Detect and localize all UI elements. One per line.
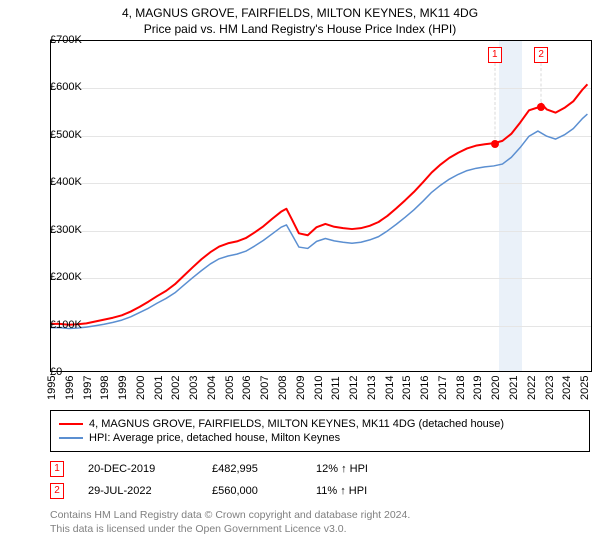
x-axis-tick-label: 2010	[313, 376, 325, 400]
y-axis-tick-label: £500K	[50, 129, 56, 141]
x-axis-tick-label: 2013	[366, 376, 378, 400]
x-axis-tick-label: 2020	[490, 376, 502, 400]
x-axis-tick-label: 1999	[117, 376, 129, 400]
x-axis-tick-label: 1995	[46, 376, 58, 400]
legend-swatch-icon	[59, 437, 83, 439]
chart-plot: 12	[50, 40, 592, 372]
chart-title-block: 4, MAGNUS GROVE, FAIRFIELDS, MILTON KEYN…	[0, 0, 600, 40]
x-axis-tick-label: 2008	[277, 376, 289, 400]
x-axis-tick-label: 2001	[153, 376, 165, 400]
x-axis-tick-label: 1998	[99, 376, 111, 400]
sale-marker-badge: 1	[488, 47, 502, 63]
x-axis-tick-label: 2004	[206, 376, 218, 400]
chart-lines-svg	[51, 41, 591, 371]
x-axis-tick-label: 1997	[82, 376, 94, 400]
sale-index-badge: 1	[50, 461, 64, 477]
x-axis-tick-label: 2014	[384, 376, 396, 400]
sale-delta: 11% ↑ HPI	[316, 485, 396, 497]
x-axis-tick-label: 2000	[135, 376, 147, 400]
x-axis-tick-label: 2023	[544, 376, 556, 400]
y-axis-tick-label: £600K	[50, 81, 56, 93]
table-row: 1 20-DEC-2019 £482,995 12% ↑ HPI	[50, 458, 590, 480]
x-axis-tick-label: 2017	[437, 376, 449, 400]
footer-line: Contains HM Land Registry data © Crown c…	[50, 508, 590, 522]
x-axis-tick-label: 2025	[579, 376, 591, 400]
footer-attribution: Contains HM Land Registry data © Crown c…	[50, 508, 590, 536]
sale-date: 29-JUL-2022	[88, 485, 188, 497]
chart-series-line	[51, 84, 587, 324]
y-axis-tick-label: £100K	[50, 319, 56, 331]
sale-date: 20-DEC-2019	[88, 463, 188, 475]
sale-marker-badge: 2	[534, 47, 548, 63]
y-axis-tick-label: £700K	[50, 34, 56, 46]
y-axis-tick-label: £200K	[50, 271, 56, 283]
x-axis-tick-label: 2005	[224, 376, 236, 400]
legend-label: HPI: Average price, detached house, Milt…	[89, 432, 340, 444]
sale-price: £482,995	[212, 463, 292, 475]
x-axis-tick-label: 2002	[170, 376, 182, 400]
legend-item: HPI: Average price, detached house, Milt…	[59, 431, 581, 445]
chart-title-address: 4, MAGNUS GROVE, FAIRFIELDS, MILTON KEYN…	[0, 6, 600, 20]
sale-marker-dot-icon	[537, 103, 545, 111]
x-axis-tick-label: 2015	[401, 376, 413, 400]
y-axis-tick-label: £300K	[50, 224, 56, 236]
x-axis-tick-label: 2009	[295, 376, 307, 400]
sale-index-badge: 2	[50, 483, 64, 499]
x-axis-tick-label: 2012	[348, 376, 360, 400]
legend-item: 4, MAGNUS GROVE, FAIRFIELDS, MILTON KEYN…	[59, 417, 581, 431]
x-axis-tick-label: 2021	[508, 376, 520, 400]
legend-swatch-icon	[59, 423, 83, 425]
x-axis-tick-label: 2019	[472, 376, 484, 400]
sales-table: 1 20-DEC-2019 £482,995 12% ↑ HPI 2 29-JU…	[50, 458, 590, 502]
legend-label: 4, MAGNUS GROVE, FAIRFIELDS, MILTON KEYN…	[89, 418, 504, 430]
chart-series-line	[51, 114, 587, 329]
x-axis-tick-label: 2018	[455, 376, 467, 400]
chart-title-subtitle: Price paid vs. HM Land Registry's House …	[0, 22, 600, 36]
footer-line: This data is licensed under the Open Gov…	[50, 522, 590, 536]
sale-marker-dot-icon	[491, 140, 499, 148]
x-axis-tick-label: 2003	[188, 376, 200, 400]
x-axis-tick-label: 2006	[241, 376, 253, 400]
x-axis-tick-label: 2022	[526, 376, 538, 400]
y-axis-tick-label: £400K	[50, 176, 56, 188]
chart-legend: 4, MAGNUS GROVE, FAIRFIELDS, MILTON KEYN…	[50, 410, 590, 452]
table-row: 2 29-JUL-2022 £560,000 11% ↑ HPI	[50, 480, 590, 502]
sale-price: £560,000	[212, 485, 292, 497]
x-axis-tick-label: 2016	[419, 376, 431, 400]
x-axis-tick-label: 2007	[259, 376, 271, 400]
chart-area: 12 £0£100K£200K£300K£400K£500K£600K£700K…	[50, 40, 592, 402]
x-axis-tick-label: 1996	[64, 376, 76, 400]
x-axis-tick-label: 2024	[561, 376, 573, 400]
x-axis-tick-label: 2011	[330, 376, 342, 400]
sale-delta: 12% ↑ HPI	[316, 463, 396, 475]
